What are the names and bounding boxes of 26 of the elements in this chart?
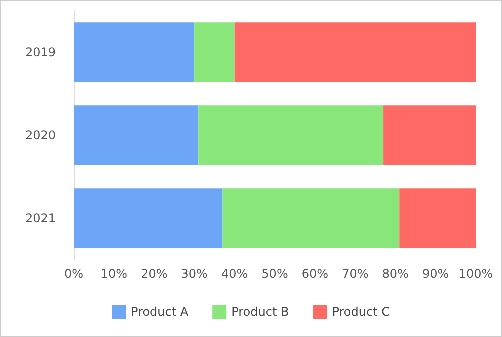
y-tick-label: 2019 bbox=[25, 46, 56, 60]
bar bbox=[198, 106, 384, 166]
bar bbox=[222, 188, 400, 248]
y-tick-label: 2021 bbox=[25, 212, 56, 226]
legend-label: Product B bbox=[232, 305, 290, 319]
bar bbox=[74, 188, 223, 248]
bar bbox=[74, 106, 199, 166]
x-tick-label: 80% bbox=[382, 267, 409, 281]
bar bbox=[384, 106, 476, 166]
legend-label: Product C bbox=[332, 305, 390, 319]
x-tick-label: 30% bbox=[181, 267, 208, 281]
x-tick-label: 10% bbox=[100, 267, 128, 281]
bar bbox=[234, 22, 476, 82]
x-tick-label: 90% bbox=[422, 267, 450, 281]
x-tick-label: 0% bbox=[64, 267, 84, 281]
y-tick-label: 2020 bbox=[25, 128, 56, 142]
bar bbox=[194, 22, 235, 82]
x-tick-label: 40% bbox=[221, 267, 248, 281]
bar bbox=[74, 22, 195, 82]
x-tick-label: 50% bbox=[262, 267, 288, 281]
x-tick-label: 20% bbox=[141, 267, 168, 281]
legend-label: Product A bbox=[131, 305, 190, 319]
bar bbox=[400, 188, 476, 248]
x-tick-label: 100% bbox=[458, 267, 494, 281]
x-tick-label: 60% bbox=[302, 267, 329, 281]
x-tick-label: 70% bbox=[342, 267, 369, 281]
